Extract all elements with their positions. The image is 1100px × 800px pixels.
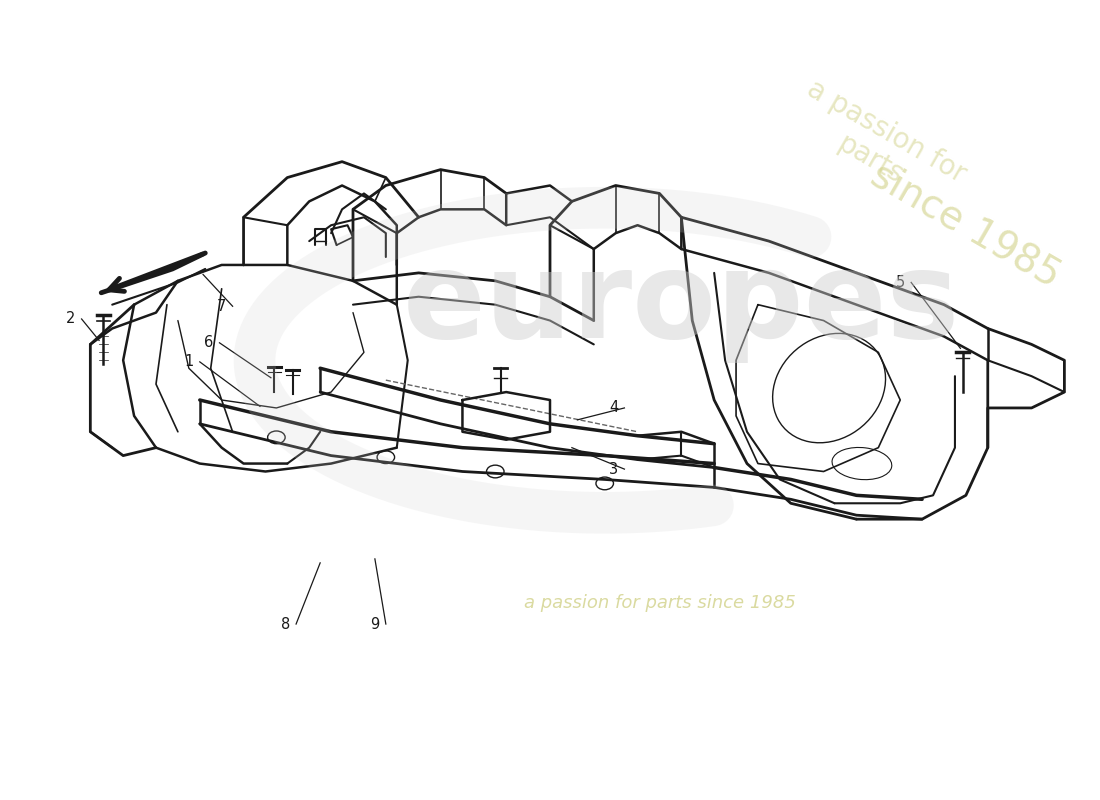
Text: europes: europes xyxy=(403,246,960,363)
Text: 5: 5 xyxy=(895,275,905,290)
Text: a passion for
parts: a passion for parts xyxy=(785,75,971,217)
Text: 9: 9 xyxy=(371,617,380,631)
Text: 8: 8 xyxy=(280,617,289,631)
Text: 7: 7 xyxy=(217,298,227,314)
Text: since 1985: since 1985 xyxy=(865,156,1067,294)
Text: 2: 2 xyxy=(66,311,75,326)
Text: a passion for parts since 1985: a passion for parts since 1985 xyxy=(524,594,795,611)
Text: 6: 6 xyxy=(204,335,213,350)
Text: 4: 4 xyxy=(609,401,618,415)
Text: 1: 1 xyxy=(184,354,194,370)
Text: 3: 3 xyxy=(609,462,618,477)
